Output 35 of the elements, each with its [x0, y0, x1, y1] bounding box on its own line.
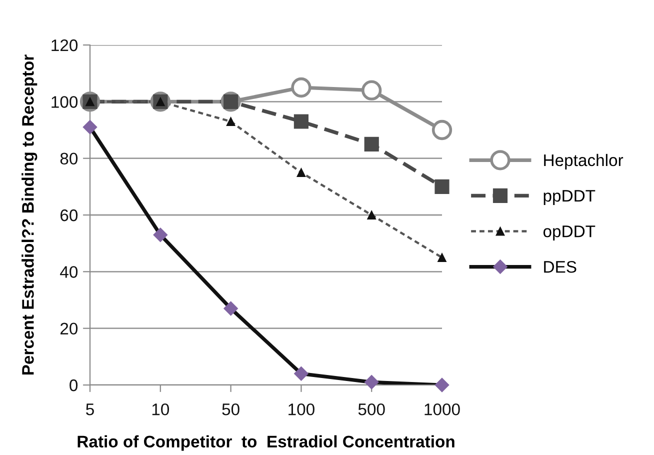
legend-label: ppDDT: [544, 190, 596, 205]
x-tick-label: 1000: [424, 403, 460, 416]
y-tick-label: 100: [52, 96, 78, 108]
point: [296, 168, 306, 178]
x-axis-title: Ratio of Competitor to Estradiol Concentration: [78, 435, 454, 451]
point: [294, 366, 308, 381]
point: [432, 120, 452, 140]
point: [294, 114, 308, 129]
legend-label: DES: [544, 260, 576, 273]
y-tick-label: 80: [60, 152, 78, 165]
point: [226, 116, 236, 126]
y-tick-label: 20: [60, 322, 78, 335]
point: [362, 80, 382, 100]
y-tick-label: 60: [60, 209, 78, 222]
point: [153, 228, 168, 242]
y-axis-title: Percent Estradiol?? Binding to Receptor: [22, 54, 38, 375]
point: [364, 136, 379, 152]
point: [224, 301, 238, 316]
point: [434, 179, 450, 194]
point: [364, 374, 379, 390]
y-tick-label: 0: [70, 379, 78, 392]
legend-label: Heptachlor: [544, 154, 624, 170]
x-tick-label: 5: [86, 404, 94, 416]
point: [434, 378, 450, 392]
x-tick-label: 50: [222, 403, 240, 416]
point: [291, 77, 312, 98]
x-tick-label: 500: [358, 403, 385, 416]
x-tick-label: 10: [152, 403, 170, 416]
point: [367, 210, 376, 220]
point: [82, 120, 98, 134]
point: [437, 252, 447, 262]
y-tick-label: 120: [52, 39, 78, 52]
legend-label: opDDT: [543, 226, 596, 241]
x-tick-label: 100: [288, 403, 314, 416]
y-tick-label: 40: [60, 266, 78, 278]
